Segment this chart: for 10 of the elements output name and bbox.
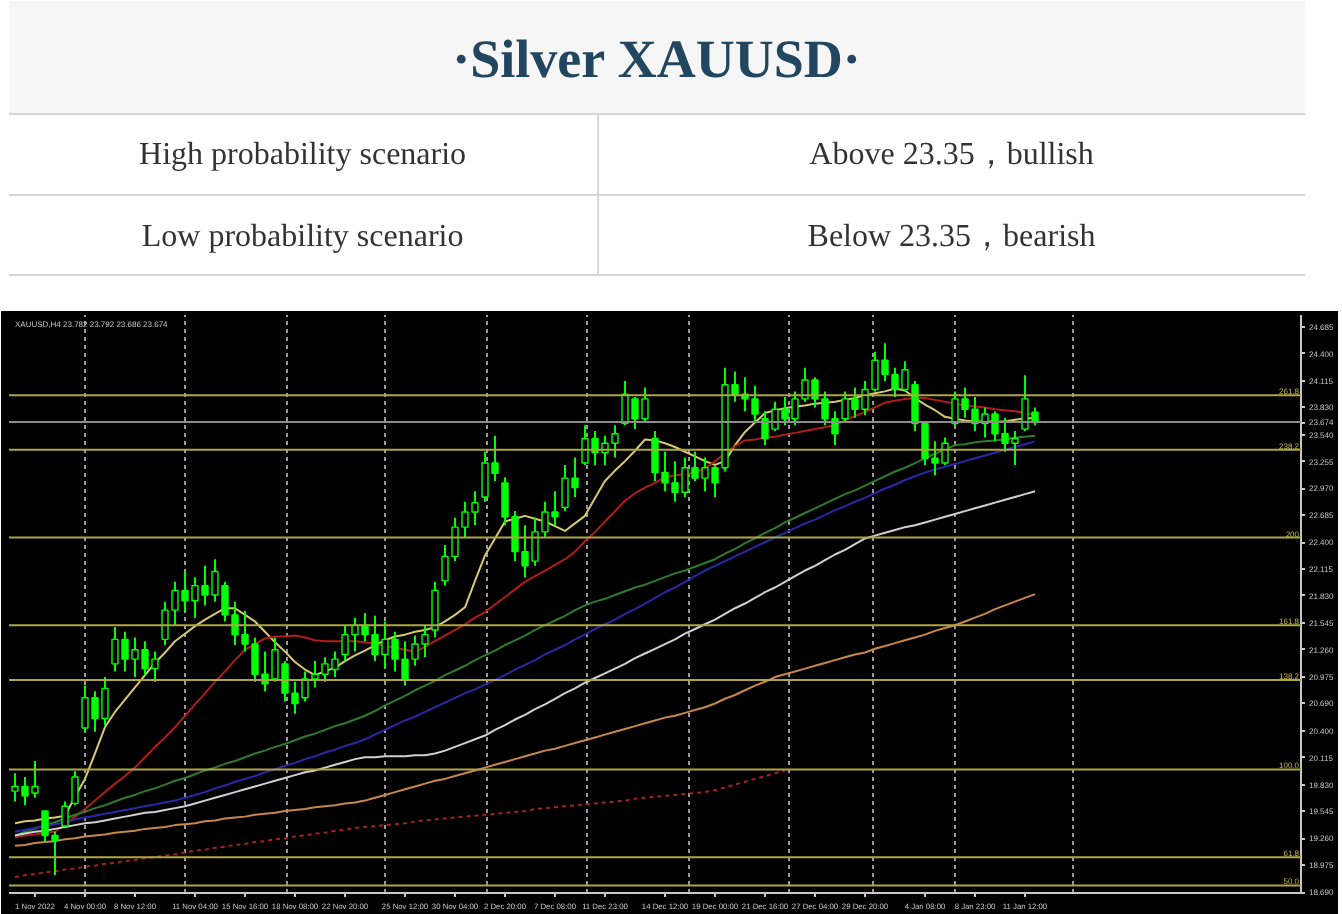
chart-title: ·Silver XAUUSD· xyxy=(452,29,861,89)
candlestick xyxy=(431,580,439,639)
text: Below 23.35，bearish xyxy=(807,220,1096,254)
line-series xyxy=(14,769,786,878)
text: High probability scenario xyxy=(139,138,467,172)
candlestick xyxy=(71,770,79,807)
text: Low probability scenario xyxy=(141,220,464,254)
text: Above 23.35，bullish xyxy=(809,138,1094,172)
candlestick xyxy=(61,800,69,828)
line-series xyxy=(14,593,1036,847)
